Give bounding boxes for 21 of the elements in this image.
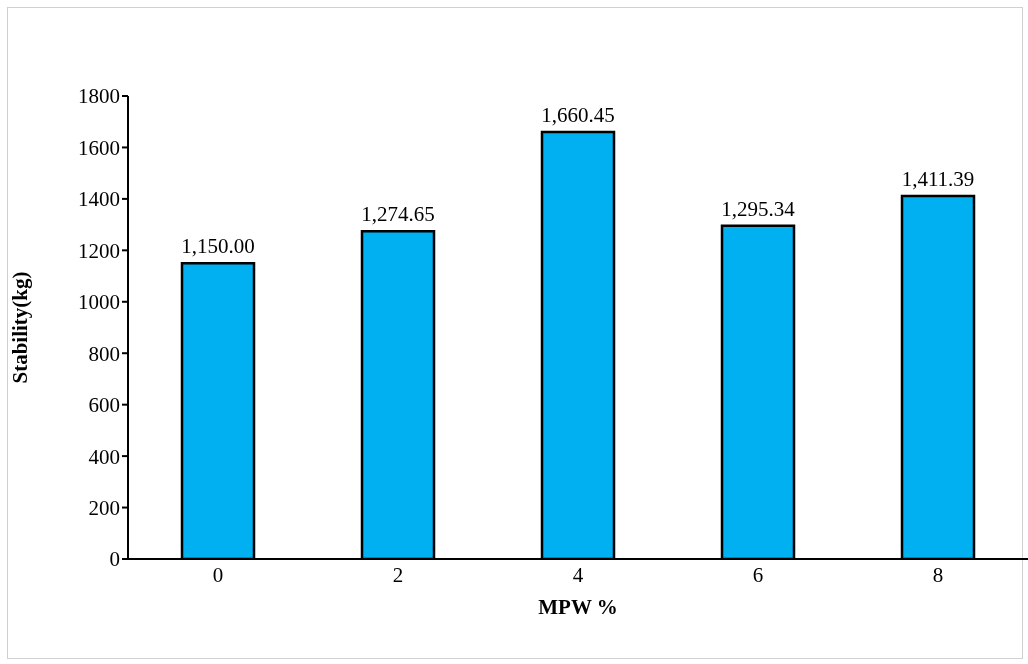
data-label: 1,411.39 — [901, 166, 975, 191]
y-tick-label: 1600 — [78, 135, 120, 160]
data-label: 1,295.34 — [721, 196, 796, 221]
y-axis-title: Stability(kg) — [8, 271, 33, 384]
x-tick-label: 6 — [752, 562, 764, 587]
x-tick-label: 0 — [212, 562, 224, 587]
y-tick-label: 200 — [88, 496, 120, 521]
data-label: 1,660.45 — [541, 102, 615, 127]
y-tick-label: 400 — [88, 444, 120, 469]
data-label: 1,274.65 — [361, 202, 435, 227]
x-tick-label: 4 — [572, 562, 584, 587]
y-tick-label: 600 — [88, 393, 120, 418]
x-tick-label: 2 — [392, 562, 404, 587]
y-tick-label: 1800 — [78, 84, 120, 109]
y-tick-label: 1400 — [78, 187, 120, 212]
y-tick-label: 1200 — [78, 238, 120, 263]
y-tick-label: 800 — [88, 341, 120, 366]
y-tick-label: 1000 — [78, 290, 120, 315]
x-tick-label: 8 — [932, 562, 944, 587]
data-label: 1,150.00 — [181, 234, 255, 259]
x-axis-title: MPW % — [538, 595, 618, 619]
